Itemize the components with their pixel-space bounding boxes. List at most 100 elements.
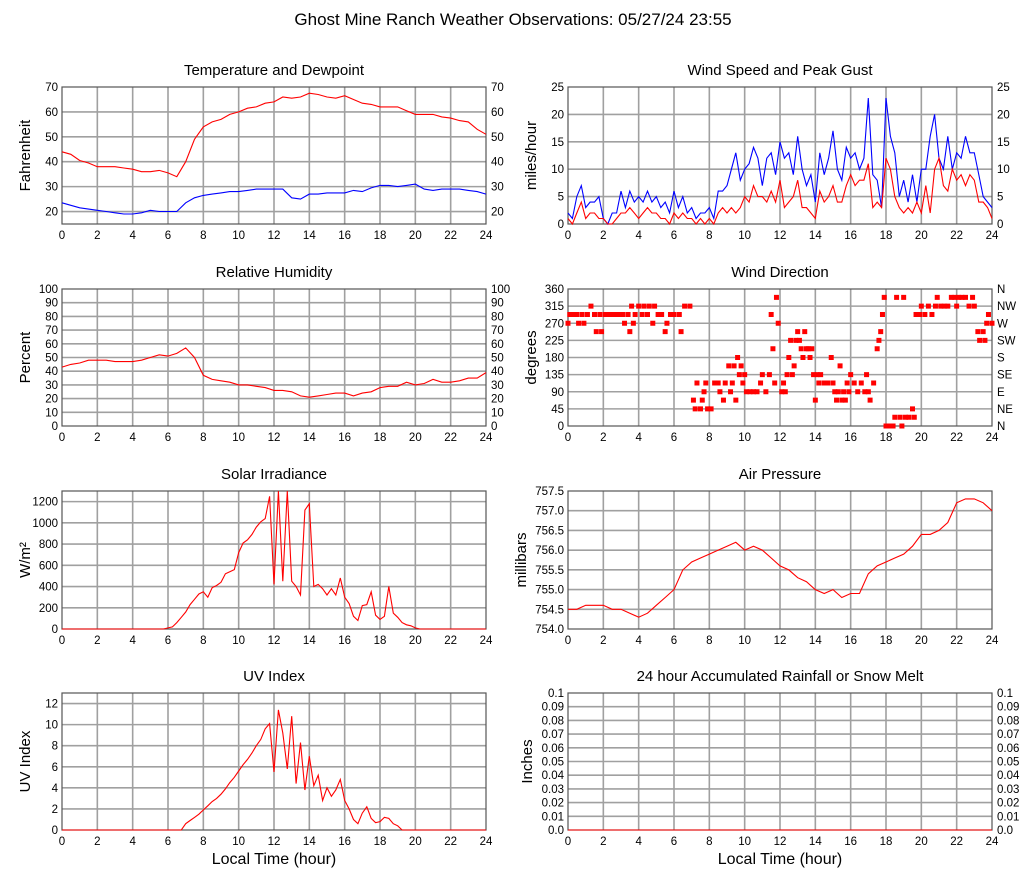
wind-direction-point	[570, 311, 576, 317]
x-tick-label: 18	[374, 432, 387, 444]
y-axis-label: millibars	[513, 532, 530, 587]
chart-title: 24 hour Accumulated Rainfall or Snow Mel…	[637, 668, 925, 685]
y-tick-label: 0.01	[542, 811, 564, 823]
wind-direction-point	[639, 311, 645, 317]
y-tick-label: 10	[45, 720, 58, 732]
wind-direction-point	[701, 389, 707, 395]
x-tick-label: 6	[165, 432, 171, 444]
chart-title: Wind Speed and Peak Gust	[687, 62, 873, 79]
right-tick-label: 0.01	[997, 811, 1019, 823]
wind-direction-point	[775, 320, 781, 326]
wind-direction-point	[632, 311, 638, 317]
x-tick-label: 8	[200, 635, 206, 647]
right-tick-label: 0.1	[997, 688, 1013, 700]
y-tick-label: 8	[52, 741, 58, 753]
x-tick-label: 0	[59, 230, 65, 242]
x-tick-label: 2	[94, 836, 100, 848]
wind-direction-point	[954, 303, 960, 309]
right-tick-label: N	[997, 284, 1005, 296]
wind-direction-point	[864, 372, 870, 378]
wind-direction-point	[620, 311, 626, 317]
wind-direction-point	[963, 294, 968, 300]
wind-direction-point	[959, 294, 965, 300]
y-tick-label: 1200	[32, 497, 58, 509]
chart-title: Air Pressure	[739, 466, 822, 483]
wind-direction-point	[855, 389, 861, 395]
y-tick-label: 10	[45, 407, 58, 419]
y-axis-label: UV Index	[17, 730, 34, 792]
wind-direction-point	[636, 303, 642, 309]
wind-direction-point	[848, 372, 854, 378]
wind-direction-point	[667, 311, 673, 317]
wind-direction-point	[934, 294, 940, 300]
wind-direction-point	[793, 337, 799, 343]
wind-direction-point	[814, 372, 820, 378]
right-tick-label: 15	[997, 137, 1010, 149]
x-tick-label: 14	[809, 635, 822, 647]
wind-direction-point	[941, 303, 947, 309]
wind-direction-point	[825, 380, 831, 386]
x-tick-label: 20	[915, 432, 928, 444]
plot-frame	[567, 288, 993, 427]
wind-speed-series-1-line	[567, 156, 993, 226]
wind-direction-point	[609, 311, 615, 317]
wind-direction-point	[894, 294, 900, 300]
y-tick-label: 4	[52, 783, 59, 795]
y-tick-label: 20	[45, 394, 58, 406]
right-tick-label: NE	[997, 404, 1013, 416]
wind-direction-point	[733, 397, 739, 403]
x-tick-label: 12	[774, 836, 787, 848]
plot-frame	[61, 692, 487, 831]
y-tick-label: 90	[551, 387, 564, 399]
chart-title: UV Index	[243, 668, 305, 685]
right-tick-label: 40	[491, 157, 504, 169]
y-tick-label: 800	[39, 539, 58, 551]
x-tick-label: 6	[165, 230, 171, 242]
wind-direction-point	[655, 311, 661, 317]
wind-direction-point	[599, 329, 605, 335]
y-tick-label: 10	[551, 164, 564, 176]
x-tick-label: 10	[232, 432, 245, 444]
wind-direction-point	[791, 363, 797, 369]
right-tick-label: 25	[997, 82, 1010, 94]
x-tick-label: 20	[409, 836, 422, 848]
plot-frame	[61, 288, 487, 427]
y-tick-label: 0	[558, 219, 564, 231]
wind-direction-point	[664, 320, 670, 326]
right-tick-label: 10	[491, 407, 504, 419]
x-tick-label: 24	[480, 836, 493, 848]
wind-direction-point	[692, 406, 698, 412]
x-tick-label: 22	[950, 635, 963, 647]
x-tick-label: 10	[738, 432, 751, 444]
x-tick-label: 18	[374, 836, 387, 848]
wind-direction-point	[625, 311, 631, 317]
y-tick-label: 30	[45, 380, 58, 392]
x-tick-label: 2	[600, 635, 606, 647]
wind-direction-point	[830, 380, 836, 386]
y-tick-label: 757.0	[535, 506, 564, 518]
wind-direction-point	[867, 397, 873, 403]
y-tick-label: 50	[45, 353, 58, 365]
wind-direction-point	[593, 329, 599, 335]
right-tick-label: 0	[491, 421, 497, 433]
y-tick-label: 1000	[32, 518, 58, 530]
wind-direction-point	[576, 320, 582, 326]
x-tick-label: 20	[915, 836, 928, 848]
right-tick-label: SW	[997, 335, 1016, 347]
y-tick-label: 0.1	[548, 688, 564, 700]
wind-direction-point	[834, 397, 840, 403]
x-tick-label: 4	[129, 836, 136, 848]
wind-direction-point	[738, 363, 744, 369]
x-tick-label: 16	[844, 635, 857, 647]
wind-direction-point	[913, 311, 919, 317]
x-tick-label: 0	[565, 230, 571, 242]
x-tick-label: 14	[809, 432, 822, 444]
y-tick-label: 270	[545, 318, 564, 330]
y-tick-label: 90	[45, 298, 58, 310]
wind-direction-point	[985, 311, 991, 317]
right-tick-label: 0	[997, 219, 1003, 231]
wind-direction-point	[662, 329, 668, 335]
chart-title: Wind Direction	[731, 264, 829, 281]
